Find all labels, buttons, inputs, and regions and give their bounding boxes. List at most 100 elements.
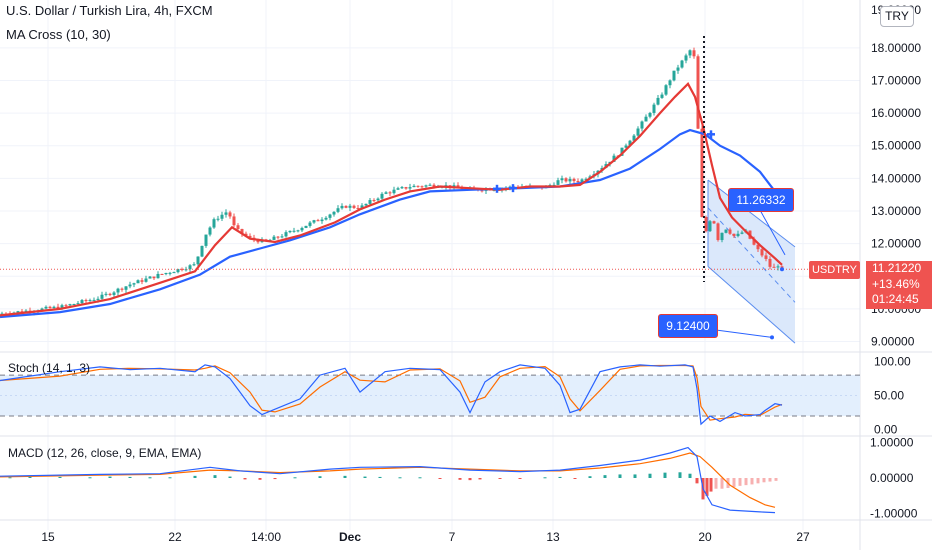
candle-body — [232, 216, 236, 226]
candle-body — [120, 288, 124, 290]
candle-body — [220, 214, 224, 219]
candle-body — [160, 273, 164, 275]
candle-body — [316, 220, 320, 222]
candle-body — [428, 184, 432, 186]
candle-body — [768, 258, 772, 267]
candle-body — [72, 303, 76, 305]
candle-body — [104, 293, 108, 295]
candle-body — [568, 178, 572, 182]
candle-body — [280, 236, 284, 238]
candle-body — [124, 286, 128, 290]
callout-anchor-dot — [770, 335, 774, 340]
price-tick-label: 16.00000 — [871, 106, 921, 120]
candle-body — [128, 284, 132, 287]
time-axis[interactable]: 15 22 14:00 Dec 7 13 20 27 — [41, 530, 810, 544]
macd-histogram-bar — [709, 478, 713, 492]
candle-body — [656, 97, 660, 105]
candle-body — [396, 188, 400, 190]
candle-body — [584, 178, 588, 180]
candle-body — [352, 205, 356, 208]
candle-body — [400, 187, 404, 189]
regression-channel[interactable] — [707, 179, 796, 344]
candle-body — [716, 223, 720, 241]
candle-body — [624, 145, 628, 148]
price-tick-label: 18.00000 — [871, 41, 921, 55]
candle-body — [704, 217, 708, 232]
price-callouts — [715, 209, 786, 340]
macd-histogram-bar — [363, 476, 367, 478]
candle-body — [668, 80, 672, 86]
macd-histogram-bar — [478, 478, 482, 480]
macd-histogram-bar — [695, 478, 699, 484]
macd-histogram-bar — [498, 478, 502, 479]
macd-histogram-bar — [732, 478, 736, 487]
candle-body — [764, 255, 768, 259]
macd-tick-label: 0.00000 — [870, 471, 914, 485]
macd-histogram-bar — [108, 476, 112, 478]
candle-body — [728, 229, 732, 234]
candle-body — [360, 205, 364, 209]
candle-body — [420, 186, 424, 188]
candle-body — [556, 180, 560, 185]
candle-body — [60, 305, 64, 310]
candle-body — [144, 278, 148, 282]
candle-body — [180, 269, 184, 271]
stoch-k-line — [0, 364, 783, 426]
candle-body — [224, 212, 228, 215]
candle-body — [732, 233, 736, 237]
candle-body — [760, 249, 764, 256]
candle-body — [192, 264, 196, 266]
macd-histogram-bar — [8, 477, 12, 479]
candle-body — [552, 184, 556, 186]
candle-body — [336, 208, 340, 212]
candle-body — [380, 193, 384, 199]
candle-body — [240, 228, 244, 234]
currency-button[interactable]: TRY — [880, 6, 914, 27]
channel-fill — [708, 180, 795, 344]
candle-body — [0, 313, 4, 315]
candle-body — [200, 245, 204, 257]
price-tick-label: 14.00000 — [871, 171, 921, 185]
macd-histogram-bar — [756, 478, 760, 484]
candle-body — [152, 276, 156, 279]
macd-histogram-bar — [688, 473, 692, 478]
candle-body — [324, 217, 328, 220]
candle-body — [756, 244, 760, 250]
candle-body — [676, 67, 680, 71]
channel-median — [707, 207, 796, 303]
stoch-tick-label: 100.00 — [874, 354, 911, 368]
candle-body — [80, 300, 84, 304]
candle-body — [372, 200, 376, 202]
time-tick-label: 15 — [41, 530, 55, 544]
candle-body — [256, 239, 260, 243]
macd-histogram-bar — [213, 475, 217, 478]
macd-histogram-bar — [678, 472, 682, 478]
candle-body — [720, 232, 724, 241]
candle-body — [16, 311, 20, 313]
candle-body — [628, 140, 632, 146]
candle-body — [392, 189, 396, 194]
ma-fast-line — [0, 81, 783, 317]
candle-body — [736, 233, 740, 237]
time-tick-label: 14:00 — [251, 530, 281, 544]
candle-body — [140, 280, 144, 282]
candle-body — [356, 207, 360, 209]
candle-body — [688, 50, 692, 56]
candle-body — [164, 272, 168, 275]
candle-body — [432, 184, 436, 188]
candle-body — [228, 212, 232, 217]
candle-body — [288, 230, 292, 233]
macd-histogram-bar — [168, 477, 172, 479]
candle-body — [772, 266, 776, 268]
price-tick-label: 12.00000 — [871, 237, 921, 251]
candle-body — [696, 56, 700, 129]
candle-body — [136, 280, 140, 284]
candle-body — [76, 303, 80, 305]
candle-body — [456, 185, 460, 188]
macd-signal-line — [0, 452, 776, 508]
macd-histogram-bar — [714, 478, 718, 489]
currency-label: TRY — [885, 9, 909, 23]
candle-body — [84, 300, 88, 302]
macd-histogram-bar — [228, 476, 232, 478]
